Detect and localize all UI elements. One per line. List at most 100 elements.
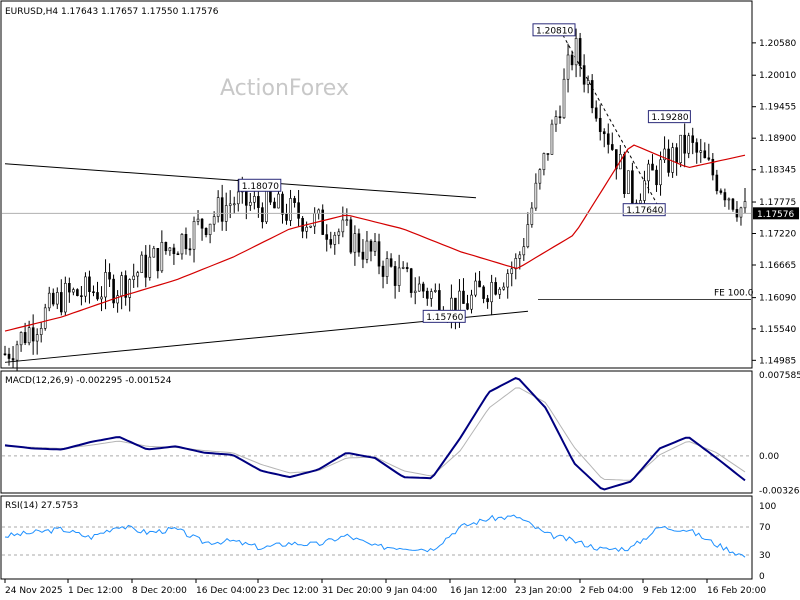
candle-body [679,134,682,163]
candle-body [498,288,501,295]
candle-body [277,193,280,209]
price-tick-label: 1.17220 [759,230,796,240]
rsi-tick-label: 0 [759,572,765,582]
candle-body [236,191,240,205]
candle-body [23,332,27,344]
candle-body [168,247,172,252]
annotation-label: 1.20810 [536,26,573,36]
candle-body [667,148,670,173]
candle-body [108,272,111,280]
rsi-tick-label: 70 [759,523,771,533]
candle-body [530,207,534,225]
candle-body [703,150,707,159]
annotation-box [238,178,282,192]
candlesticks [3,28,747,372]
candle-body [148,256,152,278]
candle-body [389,258,393,267]
rsi-axis: 100 70 30 0 [2,502,776,582]
current-price-box [753,207,799,220]
candle-body [80,295,83,297]
candle-body [261,207,264,223]
candle-body [43,307,47,329]
candle-body [301,218,304,232]
candle-body [31,327,35,342]
macd-main-line [4,377,746,491]
time-tick-label: 23 Dec 12:00 [258,586,319,596]
candle-body [647,163,650,182]
candle-body [683,134,686,154]
candle-body [707,157,711,160]
candle-body [743,201,747,209]
candle-body [381,265,385,277]
candle-body [104,272,107,298]
candle-body [470,294,473,310]
candle-body [27,327,31,344]
candle-body [96,292,99,300]
candle-body [88,276,91,293]
candle-body [152,248,156,258]
candle-body [594,107,598,119]
candle-body [566,54,570,80]
time-axis: 24 Nov 2025 1 Dec 12:00 8 Dec 20:00 16 Dec … [4,579,766,596]
candle-body [590,80,594,109]
price-tick-label: 1.20010 [759,71,796,81]
candle-body [430,291,433,299]
macd-panel-frame [0,370,753,494]
candle-body [723,192,727,201]
candle-body [112,278,115,304]
candle-body [385,258,389,277]
price-panel-frame [0,0,753,369]
candle-body [72,289,75,293]
candle-body [462,290,465,304]
candle-body [586,80,590,85]
candle-body [305,226,308,232]
candle-body [417,283,421,292]
candle-body [116,295,119,304]
candle-body [369,240,373,252]
ma-line [4,144,746,332]
candle-body [606,133,610,145]
candle-body [293,198,296,203]
candle-body [60,292,63,313]
time-tick-label: 8 Dec 20:00 [132,586,187,596]
candle-body [164,242,168,252]
candle-body [192,221,196,250]
candle-body [313,213,316,227]
candle-body [558,116,562,119]
candle-body [289,198,292,221]
price-tick-label: 1.20580 [759,39,796,49]
current-price-label: 1.17576 [757,210,794,220]
rsi-title: RSI(14) 27.5753 [5,501,78,511]
candle-body [401,267,405,269]
watermark: ActionForex [220,76,349,101]
candle-body [228,203,232,206]
rsi-tick-label: 30 [759,551,771,561]
candle-body [357,233,361,253]
candle-body [325,234,329,240]
candle-body [510,268,514,274]
candle-body [377,241,381,267]
candle-body [285,214,288,221]
candle-body [550,123,554,155]
candle-body [297,202,300,219]
rsi-tick-label: 100 [759,502,776,512]
candle-body [257,196,260,208]
candle-body [538,169,542,184]
candle-body [574,38,578,66]
annotation-box [622,203,666,217]
candle-body [610,144,614,150]
candle-body [582,65,586,85]
candle-body [466,303,469,310]
candle-body [212,216,216,225]
candle-body [249,201,252,206]
candle-body [333,234,337,245]
candle-body [265,190,268,223]
time-tick-label: 16 Jan 12:00 [450,586,507,596]
candle-body [184,234,188,250]
candle-body [76,289,79,296]
macd-lines [4,377,746,491]
candle-body [695,142,699,153]
candle-body [675,147,678,163]
time-tick-label: 2 Feb 04:00 [580,586,634,596]
